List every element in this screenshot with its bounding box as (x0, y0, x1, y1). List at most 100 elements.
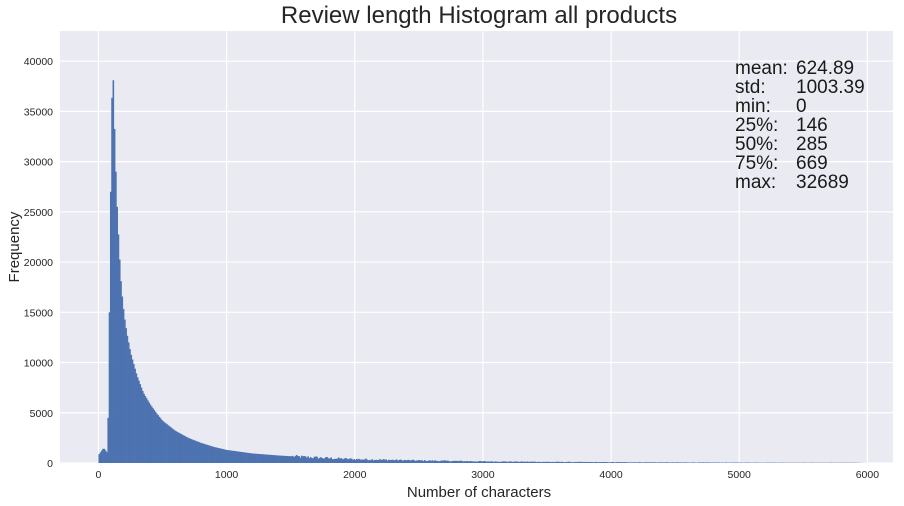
histogram-bar (417, 460, 420, 463)
histogram-bar (534, 461, 536, 463)
histogram-bar (577, 461, 580, 463)
histogram-bar (315, 456, 317, 463)
y-tick-label: 40000 (24, 56, 53, 68)
histogram-bar (372, 460, 375, 463)
histogram-bar (418, 460, 421, 463)
histogram-bar (700, 462, 703, 463)
histogram-bar (505, 461, 508, 463)
histogram-bar (468, 461, 471, 463)
histogram-bar (329, 458, 331, 463)
histogram-bar (453, 460, 456, 463)
histogram-bar (613, 462, 616, 463)
histogram-bar (129, 349, 131, 463)
histogram-bar (262, 454, 265, 463)
histogram-bar (381, 459, 384, 463)
histogram-bar (295, 454, 298, 463)
histogram-bar (681, 462, 684, 463)
histogram-bar (617, 462, 620, 463)
histogram-bar (224, 449, 226, 463)
histogram-bar (691, 462, 694, 463)
histogram-bar (625, 462, 627, 463)
histogram-bar (585, 461, 588, 463)
histogram-bar (349, 458, 352, 463)
histogram-bar (404, 460, 407, 463)
histogram-bar (598, 462, 600, 463)
histogram-bar (162, 421, 165, 463)
histogram-bar (159, 418, 162, 463)
histogram-bar (431, 460, 434, 463)
histogram-bar (320, 457, 322, 463)
histogram-bar (582, 462, 585, 463)
histogram-bar (512, 461, 514, 463)
histogram-bar (376, 459, 379, 463)
histogram-bar (564, 462, 567, 463)
histogram-bar (589, 462, 591, 463)
histogram-bar (358, 458, 361, 463)
histogram-bar (180, 434, 183, 463)
histogram-bar (486, 461, 489, 463)
histogram-bar (189, 438, 192, 463)
histogram-bar (491, 461, 494, 463)
histogram-bar (444, 460, 447, 463)
histogram-bar (482, 461, 485, 463)
histogram-bar (445, 460, 448, 463)
histogram-bar (153, 410, 156, 463)
histogram-bar (472, 461, 475, 463)
histogram-bar (661, 462, 663, 463)
histogram-bar (676, 462, 679, 463)
histogram-bar (455, 460, 458, 463)
histogram-bar (156, 413, 158, 463)
histogram-bar (366, 459, 368, 463)
histogram-bar (209, 445, 212, 463)
stat-value: 32689 (796, 172, 849, 193)
histogram-bar (511, 461, 513, 463)
histogram-bar (558, 461, 561, 463)
histogram-bar (321, 458, 324, 463)
histogram-bar (435, 460, 438, 463)
x-tick-label: 6000 (856, 469, 880, 481)
histogram-bar (466, 461, 468, 463)
histogram-bar (621, 462, 623, 463)
histogram-bar (550, 461, 553, 463)
histogram-bar (316, 456, 318, 463)
histogram-bar (263, 454, 266, 463)
histogram-bar (127, 342, 130, 463)
histogram-bar (581, 461, 584, 463)
histogram-bar (440, 460, 443, 463)
histogram-bar (206, 444, 208, 463)
histogram-bar (259, 454, 262, 463)
histogram-bar (609, 462, 612, 463)
histogram-bar (449, 461, 452, 463)
histogram-bar (457, 461, 459, 463)
histogram-bar (130, 354, 133, 463)
histogram-bar (596, 462, 599, 463)
histogram-bar (561, 461, 563, 463)
histogram-bar (341, 459, 344, 463)
stat-label: 75%: (735, 153, 778, 174)
histogram-bar (704, 462, 707, 463)
histogram-bar (432, 461, 435, 463)
histogram-bar (489, 461, 491, 463)
histogram-bar (507, 461, 509, 463)
histogram-bar (650, 462, 653, 463)
histogram-bar (459, 460, 462, 463)
histogram-bar (423, 460, 426, 463)
histogram-bar (375, 459, 377, 463)
histogram-bar (612, 462, 614, 463)
histogram-bar (243, 452, 245, 463)
histogram-bar (634, 462, 636, 463)
histogram-bar (331, 459, 334, 463)
histogram-bar (107, 417, 109, 463)
y-tick-label: 5000 (30, 408, 54, 420)
histogram-bar (725, 462, 727, 463)
histogram-bar (470, 461, 472, 463)
histogram-bar (185, 436, 188, 463)
histogram-bar (526, 461, 529, 463)
histogram-bar (327, 458, 330, 463)
histogram-bar (236, 451, 239, 463)
histogram-bar (412, 459, 415, 463)
histogram-bar (637, 462, 640, 463)
histogram-bar (113, 128, 116, 463)
histogram-bar (207, 445, 209, 463)
histogram-bar (177, 432, 180, 463)
